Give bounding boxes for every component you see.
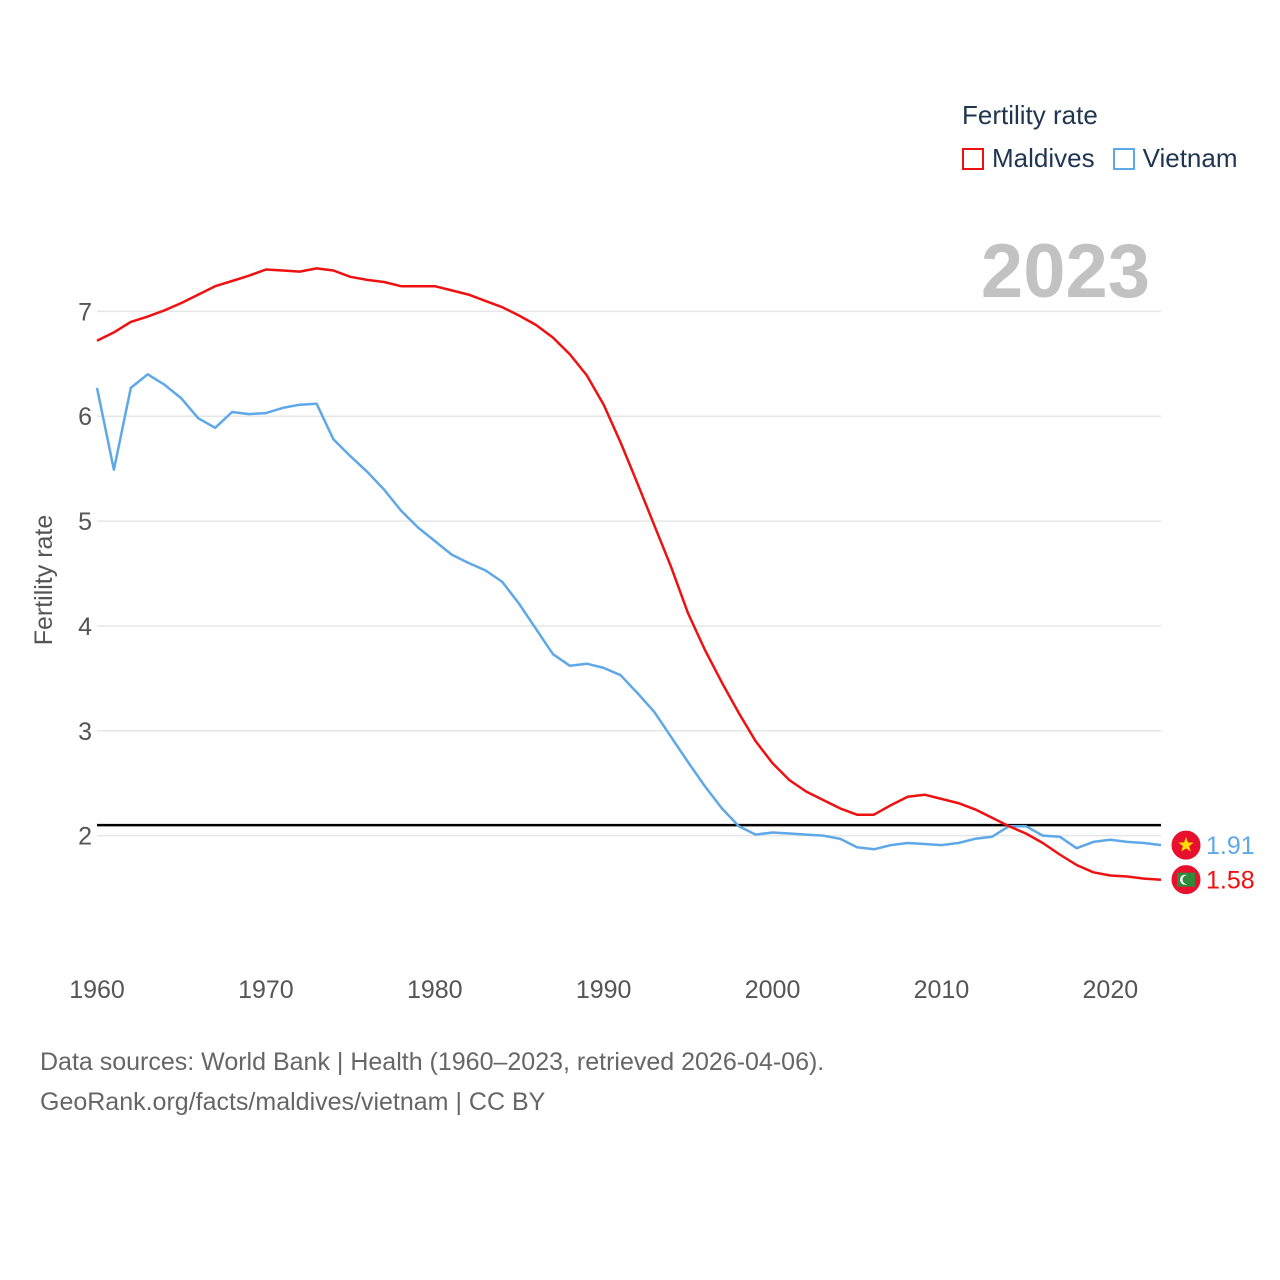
- end-marker-vietnam: 1.91: [1170, 829, 1255, 861]
- star-icon: [1178, 837, 1194, 852]
- footer-link: GeoRank.org/facts/maldives/vietnam | CC …: [40, 1088, 546, 1116]
- crescent-cut: [1182, 875, 1192, 885]
- legend-item-vietnam[interactable]: Vietnam: [1112, 143, 1238, 174]
- legend-swatch-vietnam: [1112, 147, 1135, 170]
- x-tick-label: 2010: [914, 976, 970, 1004]
- y-tick-label: 2: [78, 823, 92, 851]
- y-tick-label: 3: [78, 718, 92, 746]
- legend-label-vietnam: Vietnam: [1142, 143, 1238, 173]
- footer: Data sources: World Bank | Health (1960–…: [40, 1042, 824, 1122]
- year-label: 2023: [980, 229, 1150, 314]
- legend: Fertility rate Maldives Vietnam: [962, 100, 1256, 174]
- y-tick-label: 6: [78, 403, 92, 431]
- y-axis-label: Fertility rate: [30, 515, 58, 646]
- y-axis-ticks: 2 3 4 5 6 7: [78, 298, 92, 850]
- end-markers: 1.58 1.91: [1170, 829, 1255, 896]
- x-tick-label: 1980: [407, 976, 463, 1004]
- grid-lines: [97, 310, 1161, 837]
- y-tick-label: 5: [78, 508, 92, 536]
- legend-item-maldives[interactable]: Maldives: [962, 143, 1095, 174]
- series-lines: [95, 267, 1162, 881]
- y-tick-label: 4: [78, 613, 92, 641]
- x-axis-ticks: 1960 1970 1980 1990 2000 2010 2020: [69, 976, 1138, 1004]
- x-tick-label: 1970: [238, 976, 294, 1004]
- end-value-label-maldives: 1.58: [1206, 867, 1255, 895]
- series-line-maldives: [96, 267, 1162, 881]
- x-tick-label: 2000: [745, 976, 801, 1004]
- x-tick-label: 1990: [576, 976, 632, 1004]
- footer-sources: Data sources: World Bank | Health (1960–…: [40, 1048, 825, 1076]
- series-line-vietnam: [95, 373, 1162, 851]
- y-tick-label: 7: [78, 298, 92, 326]
- end-value-label-vietnam: 1.91: [1206, 832, 1255, 860]
- legend-label-maldives: Maldives: [992, 143, 1095, 173]
- x-tick-label: 1960: [69, 976, 125, 1004]
- legend-swatch-maldives: [962, 147, 984, 170]
- end-marker-maldives: 1.58: [1170, 864, 1255, 896]
- legend-title: Fertility rate: [962, 100, 1098, 130]
- x-tick-label: 2020: [1083, 976, 1139, 1004]
